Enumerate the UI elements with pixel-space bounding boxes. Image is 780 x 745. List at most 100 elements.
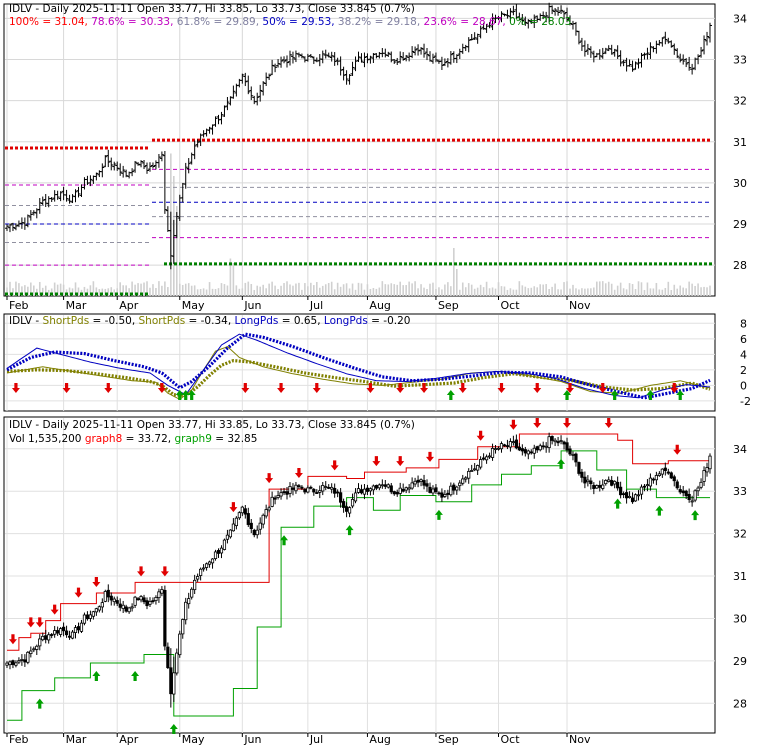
trailing-y-tick: 31 bbox=[733, 570, 747, 583]
trailing-grid bbox=[5, 418, 715, 733]
trailing-candle-body bbox=[142, 597, 146, 603]
trailing-candle-body bbox=[133, 596, 137, 606]
indicator-legend-part: = 0.65, bbox=[278, 315, 324, 327]
trailing-candle-body bbox=[106, 589, 110, 598]
trailing-candle-body bbox=[499, 443, 504, 450]
price-x-tick: Feb bbox=[9, 299, 28, 312]
trailing-candle-body bbox=[461, 478, 465, 484]
trailing-candle-body bbox=[377, 484, 381, 489]
trailing-candle-body bbox=[398, 487, 402, 494]
trailing-panel-title: IDLV - Daily 2025-11-11 Open 33.77, Hi 3… bbox=[9, 419, 415, 431]
trailing-candle-body bbox=[645, 484, 650, 487]
trailing-legend: Vol 1,535,200 graph8 = 33.72, graph9 = 3… bbox=[9, 433, 257, 445]
trailing-candle-body bbox=[681, 490, 685, 494]
trailing-candle-body bbox=[589, 480, 593, 485]
price-grid bbox=[5, 5, 715, 296]
trailing-candle-body bbox=[50, 634, 54, 636]
trailing-candle-body bbox=[148, 601, 152, 605]
trailing-candle-body bbox=[470, 470, 474, 472]
trailing-candle-body bbox=[428, 486, 432, 493]
trailing-candle-body bbox=[684, 490, 688, 497]
trailing-candle-body bbox=[675, 481, 679, 489]
indicator-line-longpds-3 bbox=[6, 333, 711, 399]
buy-arrow bbox=[434, 509, 443, 520]
trailing-candle-body bbox=[613, 480, 617, 485]
trailing-candle-body bbox=[473, 468, 477, 471]
trailing-candle-body bbox=[583, 476, 587, 484]
indicator-lines bbox=[6, 332, 711, 400]
sell-arrow bbox=[74, 587, 83, 598]
buy-arrow bbox=[563, 390, 572, 400]
trailing-candle-body bbox=[231, 523, 235, 532]
trailing-candle-body bbox=[449, 485, 453, 496]
trailing-price-bars bbox=[5, 432, 712, 708]
indicator-legend-part: = -0.34, bbox=[185, 315, 234, 327]
trailing-candle-body bbox=[622, 493, 626, 496]
price-panel-title: IDLV - Daily 2025-11-11 Open 33.77, Hi 3… bbox=[9, 3, 415, 15]
fibonacci-legend: 100% = 31.04, 78.6% = 30.33, 61.8% = 29.… bbox=[9, 16, 571, 28]
trailing-candle-body bbox=[11, 660, 15, 665]
trailing-candle-body bbox=[529, 451, 533, 454]
buy-arrow bbox=[691, 510, 700, 521]
trailing-candle-body bbox=[207, 561, 212, 565]
indicator-legend: IDLV - ShortPds = -0.50, ShortPds = -0.3… bbox=[9, 315, 410, 327]
trailing-candle-body bbox=[20, 659, 24, 661]
trailing-candle-body bbox=[636, 494, 641, 497]
trailing-candle-body bbox=[213, 551, 218, 559]
indicator-y-tick: -2 bbox=[740, 395, 751, 408]
trailing-candle-body bbox=[273, 497, 277, 500]
indicator-panel: -2 0 2 4 6 8 IDLV - ShortPds = -0.50, ShortPd… bbox=[3, 313, 751, 412]
sell-arrow bbox=[294, 468, 303, 479]
sell-arrow bbox=[265, 473, 274, 484]
trailing-candle-body bbox=[64, 630, 69, 636]
trailing-candle-body bbox=[532, 447, 536, 454]
indicator-legend-part: LongPds bbox=[324, 315, 368, 327]
trailing-candle-body bbox=[109, 595, 113, 601]
trailing-candle-body bbox=[267, 507, 271, 511]
trailing-candle-body bbox=[452, 484, 456, 491]
trailing-candle-body bbox=[464, 477, 468, 480]
trailing-candle-body bbox=[365, 487, 370, 492]
trailing-candle-body bbox=[553, 439, 557, 443]
sell-arrow bbox=[312, 383, 321, 393]
sell-arrow bbox=[160, 566, 169, 577]
trailing-candle-body bbox=[407, 487, 411, 490]
indicator-panel-frame bbox=[3, 313, 716, 412]
sell-arrow bbox=[137, 566, 146, 577]
trailing-candle-body bbox=[8, 661, 12, 666]
trailing-candle-body bbox=[574, 453, 578, 463]
trailing-candle-body bbox=[67, 635, 72, 638]
indicator-legend-part: = -0.50, bbox=[89, 315, 138, 327]
trailing-candle-body bbox=[279, 492, 283, 497]
price-y-tick-labels: 28 29 30 31 32 33 34 bbox=[733, 12, 747, 272]
trailing-candle-body bbox=[29, 650, 33, 654]
sell-arrow bbox=[396, 383, 405, 393]
trailing-candle-body bbox=[362, 488, 367, 495]
trailing-x-tick: Nov bbox=[569, 733, 591, 745]
trailing-candle-body bbox=[151, 600, 155, 603]
trailing-y-tick: 32 bbox=[733, 528, 747, 541]
trailing-candle-body bbox=[443, 494, 447, 497]
trailing-candle-body bbox=[97, 606, 101, 611]
trailing-legend-part: = 32.85 bbox=[212, 433, 258, 445]
trailing-legend-part: = 33.72, bbox=[122, 433, 174, 445]
indicator-grid bbox=[5, 315, 715, 411]
trailing-candle-body bbox=[100, 602, 104, 608]
trailing-candle-body bbox=[297, 485, 301, 488]
indicator-y-tick: 0 bbox=[740, 379, 747, 392]
trailing-x-tick: Sep bbox=[438, 733, 459, 745]
trailing-candle-body bbox=[434, 487, 438, 493]
trailing-candle-body bbox=[139, 596, 143, 601]
trailing-candle-body bbox=[339, 492, 343, 503]
trailing-candle-body bbox=[350, 499, 355, 507]
buy-arrow bbox=[92, 671, 101, 682]
trailing-candle-body bbox=[124, 606, 128, 612]
trailing-candle-body bbox=[276, 495, 280, 498]
trailing-x-tick: Oct bbox=[501, 733, 521, 745]
sell-arrow bbox=[366, 383, 375, 393]
price-bars bbox=[5, 2, 712, 270]
trailing-candle-body bbox=[672, 476, 676, 482]
sell-arrow bbox=[396, 456, 405, 467]
trailing-candle-body bbox=[243, 508, 247, 515]
trailing-candle-body bbox=[458, 482, 462, 487]
